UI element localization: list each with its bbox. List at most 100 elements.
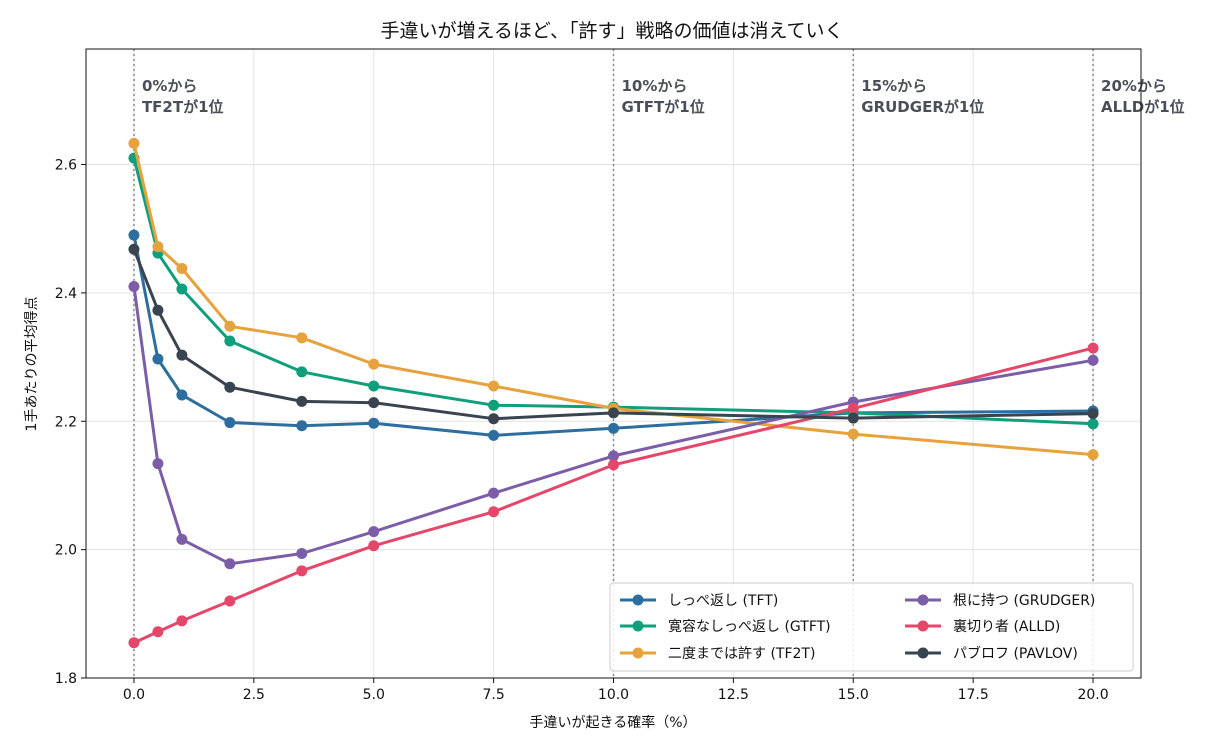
legend-box bbox=[609, 582, 1134, 672]
legend-swatch-marker bbox=[917, 647, 929, 659]
data-point bbox=[1087, 342, 1099, 354]
x-tick-label: 20.0 bbox=[1077, 687, 1108, 703]
series-group-item bbox=[128, 243, 1099, 425]
data-point bbox=[368, 526, 380, 538]
data-point bbox=[488, 399, 500, 411]
data-point bbox=[296, 547, 308, 559]
x-tick-label: 17.5 bbox=[958, 687, 989, 703]
data-point bbox=[608, 407, 619, 419]
data-point bbox=[224, 417, 236, 429]
legend-item: 寛容なしっぺ返し (GTFT) bbox=[620, 618, 831, 635]
y-tick-label: 2.0 bbox=[55, 543, 77, 559]
data-point bbox=[368, 397, 380, 409]
data-point bbox=[128, 229, 140, 241]
data-point bbox=[368, 417, 380, 429]
series-line bbox=[132, 247, 1095, 421]
annotation-text-line2: GTFTが1位 bbox=[622, 98, 705, 116]
annotation-text-line1: 0%から bbox=[142, 77, 197, 95]
data-point bbox=[1087, 408, 1099, 420]
legend-item: 根に持つ (GRUDGER) bbox=[905, 593, 1095, 609]
x-axis-label: 手違いが起きる確率（%） bbox=[529, 714, 696, 731]
x-tick-label: 7.5 bbox=[482, 687, 504, 703]
data-point bbox=[296, 565, 308, 577]
y-axis-label: 1手あたりの平均得点 bbox=[23, 297, 40, 432]
legend-swatch-marker bbox=[632, 620, 644, 632]
data-point bbox=[176, 263, 188, 275]
legend-item: パブロフ (PAVLOV) bbox=[905, 645, 1078, 662]
data-point bbox=[224, 558, 236, 570]
data-point bbox=[224, 335, 236, 347]
annotation-text-line1: 10%から bbox=[622, 77, 688, 95]
y-tick-label: 2.4 bbox=[55, 286, 77, 302]
annotation-text-line2: ALLDが1位 bbox=[1101, 98, 1185, 116]
data-point bbox=[368, 358, 380, 370]
legend-label: 寛容なしっぺ返し (GTFT) bbox=[668, 618, 831, 635]
data-point bbox=[152, 353, 164, 365]
data-point bbox=[488, 429, 500, 441]
legend-swatch-marker bbox=[632, 594, 644, 606]
data-point bbox=[488, 506, 500, 518]
axes: 0.0 2.5 5.0 7.5 10.0 12.5 15.0 17.5 20.0 1.8 2.0 2.… bbox=[55, 158, 1109, 703]
data-point bbox=[488, 413, 500, 425]
data-point bbox=[847, 402, 859, 414]
legend-label: パブロフ (PAVLOV) bbox=[953, 645, 1078, 662]
data-point bbox=[296, 332, 308, 344]
series-group bbox=[128, 137, 1099, 649]
data-point bbox=[1087, 354, 1099, 366]
chart-title: 手違いが増えるほど、「許す」戦略の価値は消えていく bbox=[380, 20, 843, 42]
legend-swatch-marker bbox=[632, 647, 644, 659]
x-tick-label: 5.0 bbox=[363, 687, 385, 703]
data-point bbox=[296, 395, 308, 407]
series-line bbox=[132, 346, 1095, 645]
data-point bbox=[176, 349, 188, 361]
data-point bbox=[152, 458, 164, 470]
data-point bbox=[296, 420, 308, 432]
data-point bbox=[608, 422, 619, 434]
series-line bbox=[132, 141, 1095, 457]
data-point bbox=[128, 280, 140, 292]
y-tick-label: 2.6 bbox=[55, 158, 77, 174]
data-point bbox=[128, 137, 140, 149]
data-point bbox=[847, 428, 859, 440]
annotation-text-line2: GRUDGERが1位 bbox=[861, 98, 984, 116]
x-tick-label: 2.5 bbox=[243, 687, 265, 703]
legend-item: 二度までは許す (TF2T) bbox=[620, 646, 815, 662]
legend-swatch-marker bbox=[917, 620, 929, 632]
legend-label: 根に持つ (GRUDGER) bbox=[953, 593, 1095, 609]
data-point bbox=[128, 637, 140, 649]
x-tick-label: 12.5 bbox=[718, 687, 749, 703]
data-point bbox=[608, 459, 619, 471]
data-point bbox=[152, 241, 164, 253]
data-point bbox=[1087, 418, 1099, 430]
data-point bbox=[176, 389, 188, 401]
x-tick-label: 10.0 bbox=[598, 687, 629, 703]
annotation-lines: 0%から TF2Tが1位 10%から GTFTが1位 15%から GRUDGERが1位 20… bbox=[133, 49, 1185, 678]
annotation-text-line2: TF2Tが1位 bbox=[142, 98, 224, 116]
data-point bbox=[488, 487, 500, 499]
data-point bbox=[224, 320, 236, 332]
data-point bbox=[608, 450, 619, 462]
data-point bbox=[152, 304, 164, 316]
data-point bbox=[176, 533, 188, 545]
x-tick-label: 15.0 bbox=[838, 687, 869, 703]
series-group-item bbox=[128, 342, 1099, 649]
series-line bbox=[132, 285, 1095, 566]
data-point bbox=[368, 540, 380, 552]
annotation-text-line1: 20%から bbox=[1101, 77, 1167, 95]
legend-item: しっぺ返し (TFT) bbox=[620, 593, 778, 609]
data-point bbox=[368, 380, 380, 392]
data-point bbox=[224, 595, 236, 607]
annotation-text-line1: 15%から bbox=[861, 77, 927, 95]
data-point bbox=[176, 615, 188, 627]
legend-label: 裏切り者 (ALLD) bbox=[953, 618, 1060, 635]
legend-label: しっぺ返し (TFT) bbox=[668, 593, 778, 609]
series-group-item bbox=[128, 280, 1099, 570]
legend-item: 裏切り者 (ALLD) bbox=[905, 618, 1060, 635]
legend-swatch-marker bbox=[917, 594, 929, 606]
x-tick-label: 0.0 bbox=[123, 687, 145, 703]
data-point bbox=[488, 380, 500, 392]
legend: しっぺ返し (TFT) 寛容なしっぺ返し (GTFT) 二度までは許す (TF2T)… bbox=[609, 582, 1134, 672]
y-tick-label: 1.8 bbox=[55, 671, 77, 687]
data-point bbox=[847, 412, 859, 424]
